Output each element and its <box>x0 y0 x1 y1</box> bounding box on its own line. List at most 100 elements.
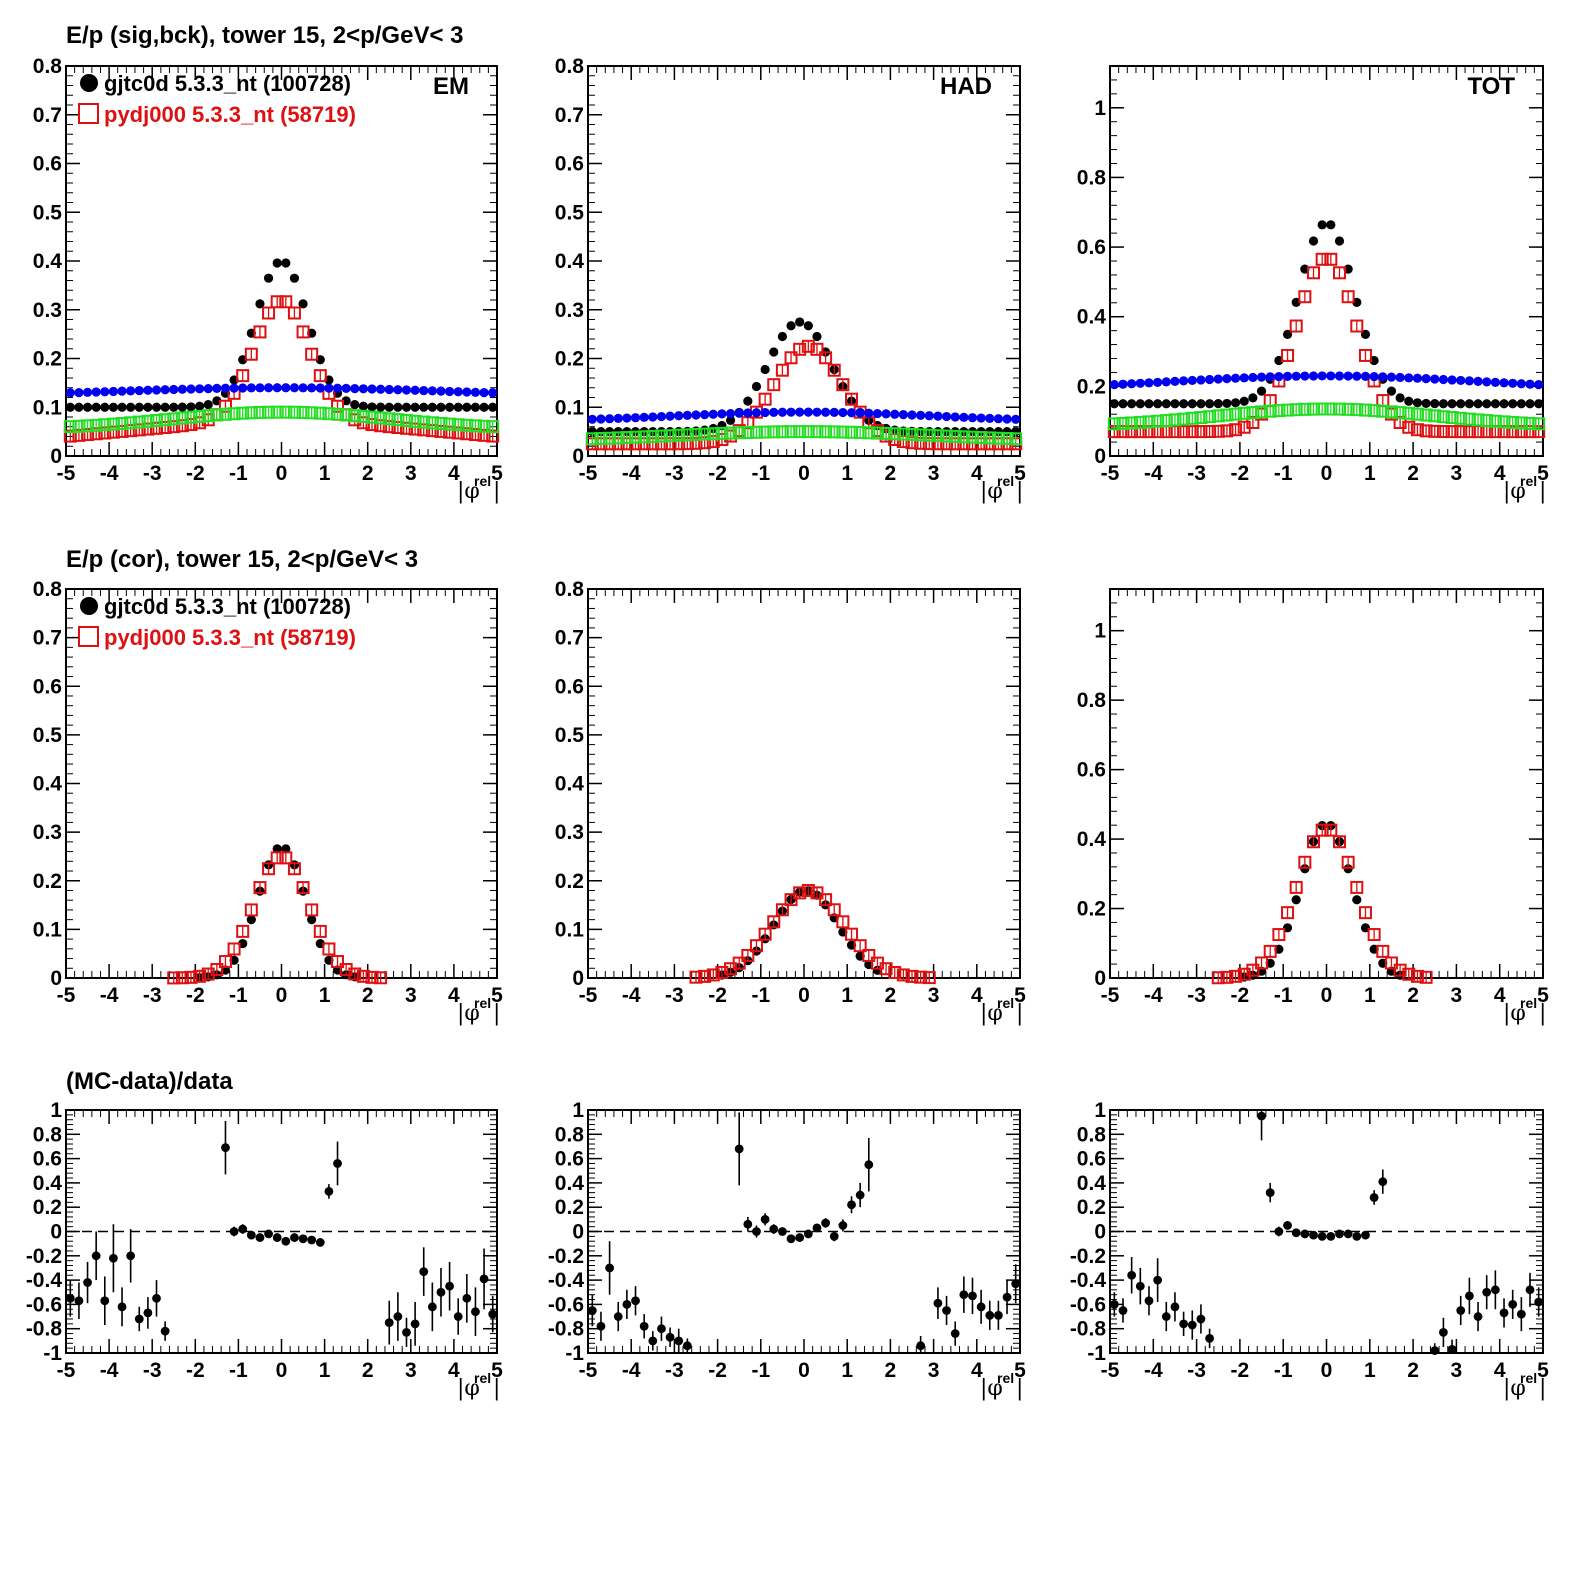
marker-mc <box>810 342 824 356</box>
legend-marker-data <box>80 597 98 615</box>
marker-data <box>1438 399 1449 409</box>
y-tick-label: -0.4 <box>548 1269 585 1292</box>
marker-bkg_mc <box>1324 402 1338 416</box>
ratio-point <box>1161 1312 1171 1321</box>
y-tick-label: 0 <box>50 967 62 990</box>
y-tick-label: 0.5 <box>555 724 585 747</box>
marker-bkg_mc <box>279 405 293 419</box>
x-axis-label: |φ <box>1503 1001 1526 1026</box>
ratio-point <box>933 1298 943 1308</box>
marker-data <box>1213 399 1223 409</box>
marker-data <box>169 402 179 412</box>
marker-bkg_mc <box>594 432 608 446</box>
marker-bkg_mc <box>680 428 694 442</box>
marker-bkg_data <box>993 414 1004 424</box>
marker-mc <box>287 306 301 320</box>
marker-data <box>1456 399 1466 409</box>
marker-bkg_data <box>229 383 239 393</box>
y-tick-label: 0.7 <box>33 104 62 127</box>
marker-data <box>1464 399 1474 409</box>
plot-frame <box>1109 588 1544 979</box>
x-axis-label-end: | <box>1016 479 1023 504</box>
marker-data <box>786 321 796 331</box>
y-tick-label: 0.8 <box>33 578 63 601</box>
marker-data <box>419 402 429 412</box>
ratio-point <box>1205 1334 1214 1343</box>
ratio-point <box>246 1230 256 1240</box>
x-axis-label: |φ <box>1503 1376 1526 1401</box>
ratio-point <box>160 1326 170 1336</box>
marker-mc <box>1220 970 1234 984</box>
x-tick-label: 0 <box>276 1359 288 1382</box>
ratio-point <box>657 1324 666 1334</box>
x-tick-label: 5 <box>1014 462 1026 485</box>
marker-bkg_mc <box>451 418 465 432</box>
marker-bkg_data <box>281 383 291 393</box>
ratio-point <box>1257 1111 1266 1121</box>
marker-data <box>298 299 308 309</box>
marker-bkg_mc <box>150 413 164 427</box>
ratio-point <box>1499 1308 1509 1318</box>
marker-bkg_data <box>933 411 943 421</box>
marker-bkg_data <box>950 412 960 422</box>
ratio-point <box>264 1229 273 1239</box>
marker-mc <box>1324 252 1338 266</box>
marker-bkg_mc <box>1332 402 1346 416</box>
x-tick-label: 2 <box>362 1359 374 1382</box>
x-tick-label: 4 <box>448 462 460 485</box>
ratio-point <box>1439 1327 1448 1337</box>
ratio-point <box>445 1281 454 1291</box>
y-tick-label: 0.3 <box>33 821 62 844</box>
marker-bkg_data <box>108 386 119 397</box>
marker-bkg_mc <box>124 416 138 430</box>
marker-data <box>462 402 472 412</box>
x-tick-label: 4 <box>971 984 983 1007</box>
x-tick-label: 5 <box>491 462 503 485</box>
marker-data <box>1196 399 1206 409</box>
marker-mc <box>732 956 746 970</box>
marker-data <box>1447 399 1457 409</box>
marker-bkg_data <box>725 408 736 419</box>
marker-data <box>1118 399 1128 409</box>
marker-mc <box>356 969 370 983</box>
marker-bkg_mc <box>374 411 388 425</box>
marker-data <box>777 331 788 342</box>
marker-bkg_data <box>1352 371 1362 381</box>
marker-bkg_mc <box>732 426 746 440</box>
marker-bkg_data <box>376 384 386 394</box>
marker-data <box>108 402 119 412</box>
marker-data <box>1404 396 1414 406</box>
marker-bkg_data <box>1170 376 1180 386</box>
marker-bkg_data <box>212 383 222 394</box>
marker-data <box>1326 220 1336 230</box>
marker-bkg_mc <box>1281 403 1295 417</box>
x-tick-label: -5 <box>57 984 76 1007</box>
marker-mc <box>793 886 807 900</box>
marker-mc <box>218 955 232 969</box>
marker-bkg_data <box>367 384 377 394</box>
marker-data <box>1421 398 1431 409</box>
marker-data <box>1430 399 1440 409</box>
marker-mc <box>845 392 859 406</box>
marker-bkg_mc <box>1116 416 1130 430</box>
marker-data <box>255 299 265 309</box>
x-axis-label: |φ <box>980 1376 1003 1401</box>
marker-mc <box>1445 425 1459 439</box>
x-tick-label: -3 <box>1187 984 1206 1007</box>
x-axis-label-end: | <box>1016 1001 1023 1026</box>
marker-bkg_data <box>976 413 986 423</box>
marker-data <box>1308 236 1319 246</box>
marker-bkg_data <box>924 411 934 421</box>
legend-entry-data: gjtc0d 5.3.3_nt (100728) <box>104 71 351 96</box>
ratio-point <box>91 1251 101 1261</box>
marker-mc <box>1307 266 1321 280</box>
marker-bkg_mc <box>1255 405 1269 419</box>
marker-data <box>1343 864 1353 874</box>
y-tick-label: 0.3 <box>555 299 584 322</box>
marker-bkg_data <box>1291 371 1301 381</box>
marker-bkg_data <box>203 383 213 394</box>
marker-mc <box>313 924 327 938</box>
marker-bkg_data <box>488 388 498 398</box>
marker-mc <box>270 295 284 309</box>
